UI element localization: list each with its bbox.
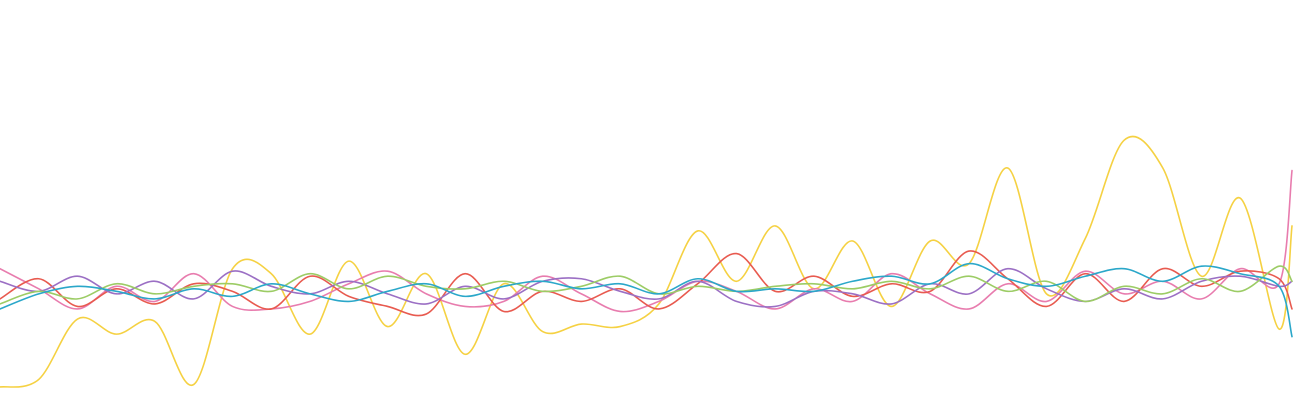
series-line-2	[0, 169, 1293, 313]
series-line-3	[0, 250, 1293, 317]
series-group	[0, 135, 1293, 388]
series-line-6	[0, 262, 1293, 338]
series-line-1	[0, 135, 1293, 388]
